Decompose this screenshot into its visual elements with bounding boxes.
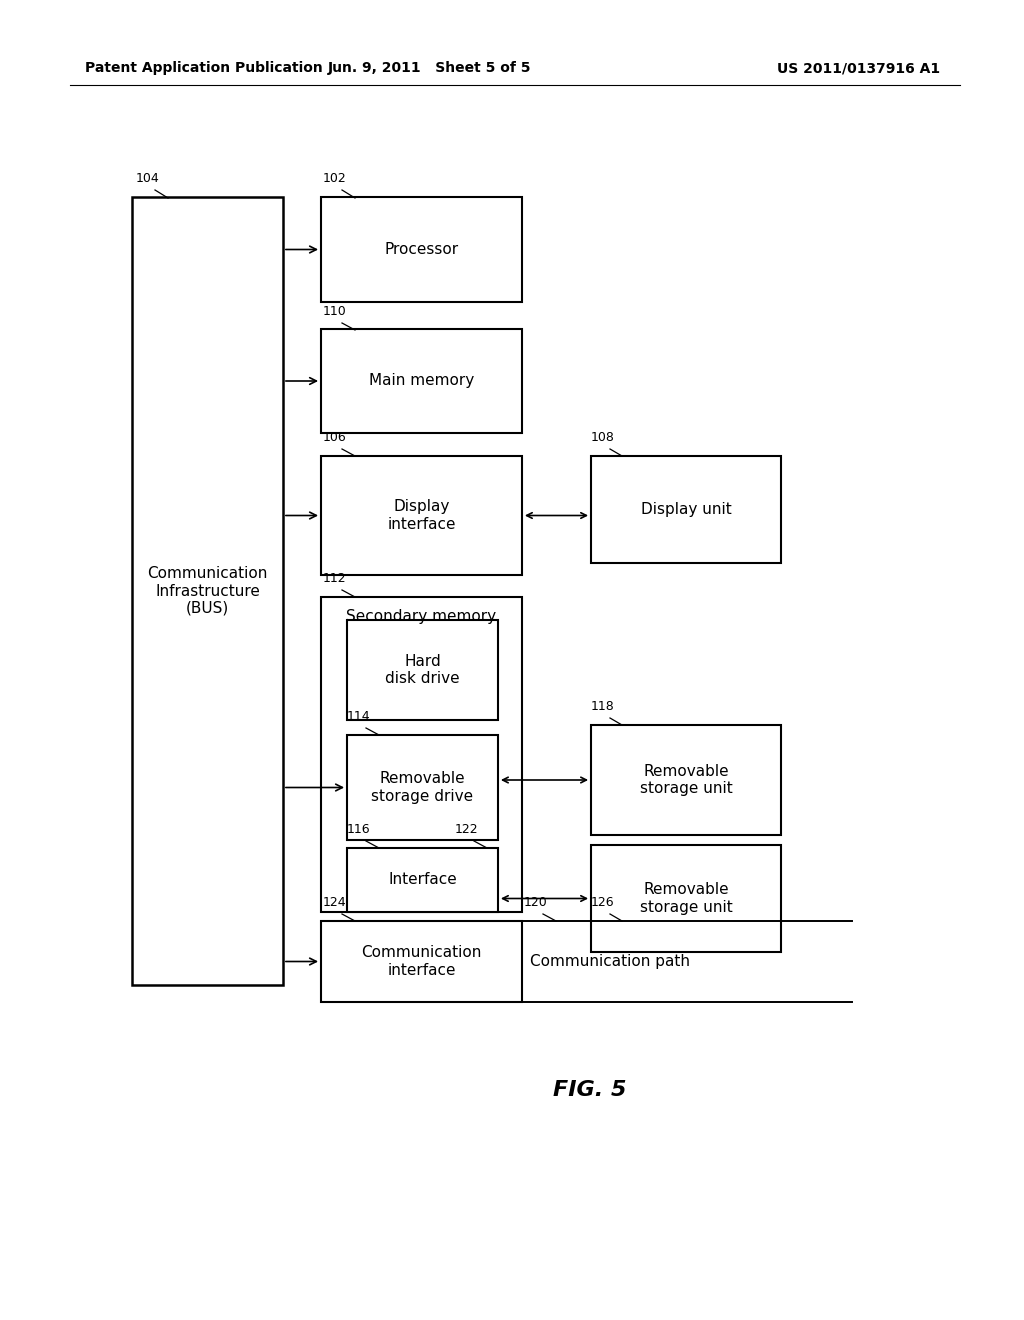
Text: Communication
interface: Communication interface [361,945,481,978]
Text: US 2011/0137916 A1: US 2011/0137916 A1 [777,61,940,75]
Text: 126: 126 [591,896,614,909]
Bar [321,329,522,433]
Bar [132,197,283,985]
Text: 114: 114 [347,710,371,723]
Bar [321,197,522,302]
Text: Jun. 9, 2011   Sheet 5 of 5: Jun. 9, 2011 Sheet 5 of 5 [329,61,531,75]
Text: Hard
disk drive: Hard disk drive [385,653,460,686]
Bar [321,597,522,912]
Text: 118: 118 [591,700,614,713]
Bar [321,921,522,1002]
Text: Main memory: Main memory [369,374,474,388]
Text: 124: 124 [323,896,347,909]
Text: 104: 104 [136,172,160,185]
Text: Removable
storage unit: Removable storage unit [640,882,732,915]
Text: 110: 110 [323,305,347,318]
Bar [347,847,498,912]
Text: 122: 122 [455,822,478,836]
Text: 120: 120 [524,896,548,909]
Text: 108: 108 [591,432,614,444]
Text: Patent Application Publication: Patent Application Publication [85,61,323,75]
Bar [591,455,781,564]
Text: Communication
Infrastructure
(BUS): Communication Infrastructure (BUS) [147,566,267,616]
Bar [347,735,498,840]
Text: Processor: Processor [384,242,459,257]
Text: Removable
storage drive: Removable storage drive [372,771,473,804]
Bar [591,725,781,836]
Text: 106: 106 [323,432,347,444]
Text: FIG. 5: FIG. 5 [553,1080,627,1100]
Text: Interface: Interface [388,873,457,887]
Bar [347,620,498,719]
Text: Removable
storage unit: Removable storage unit [640,764,732,796]
Bar [321,455,522,576]
Text: Communication path: Communication path [530,954,690,969]
Text: 112: 112 [323,572,347,585]
Text: Display unit: Display unit [641,502,731,517]
Text: 116: 116 [347,822,371,836]
Text: Secondary memory: Secondary memory [346,609,497,624]
Bar [591,845,781,952]
Text: Display
interface: Display interface [387,499,456,532]
Text: 102: 102 [323,172,347,185]
